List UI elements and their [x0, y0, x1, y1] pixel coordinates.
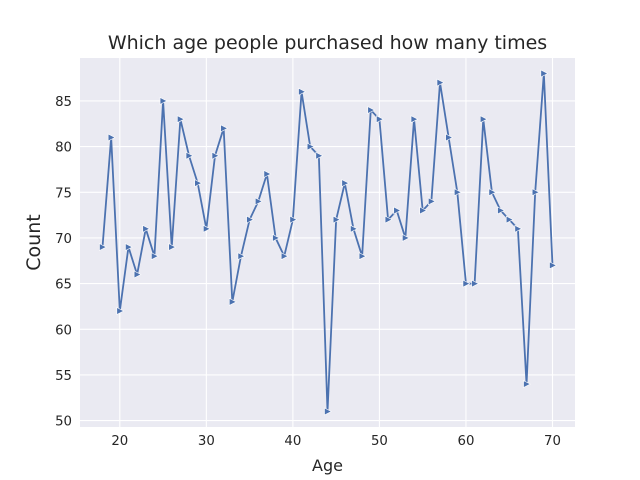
x-tick-label: 20	[111, 434, 128, 449]
x-tick-label: 30	[198, 434, 215, 449]
x-tick-label: 70	[544, 434, 561, 449]
data-point	[246, 215, 255, 224]
data-point	[185, 151, 194, 160]
y-tick-label: 55	[55, 369, 72, 384]
data-point	[203, 224, 211, 233]
data-point	[107, 133, 116, 142]
data-point	[428, 197, 436, 206]
data-point	[99, 243, 107, 252]
y-axis-label: Count	[23, 214, 45, 270]
data-point	[454, 188, 462, 197]
data-point	[306, 142, 315, 151]
x-tick-label: 50	[371, 434, 388, 449]
data-point	[531, 188, 540, 197]
data-point	[358, 252, 367, 261]
chart-title: Which age people purchased how many time…	[108, 32, 547, 54]
x-axis-label: Age	[312, 456, 343, 475]
data-point	[229, 297, 237, 306]
data-point	[237, 252, 246, 261]
data-point	[471, 279, 480, 288]
data-point	[479, 115, 488, 124]
data-point	[376, 115, 384, 124]
data-point	[402, 233, 410, 242]
y-tick-label: 85	[55, 95, 72, 110]
data-point	[341, 179, 350, 188]
data-point	[549, 261, 557, 270]
x-tick-label: 60	[458, 434, 475, 449]
series	[99, 69, 557, 416]
data-point	[168, 243, 177, 252]
data-point	[497, 206, 506, 215]
data-point	[125, 243, 133, 252]
data-point	[289, 215, 298, 224]
data-point	[393, 206, 402, 215]
y-tick-label: 60	[55, 323, 72, 338]
data-point	[410, 115, 419, 124]
data-point	[142, 224, 151, 233]
data-point	[367, 106, 376, 115]
data-point	[272, 233, 281, 242]
data-point	[211, 151, 220, 160]
data-point	[298, 87, 306, 96]
y-tick-label: 75	[55, 186, 72, 201]
data-point	[350, 224, 358, 233]
data-point	[194, 179, 203, 188]
data-point	[177, 115, 185, 124]
data-point	[332, 215, 341, 224]
data-point	[280, 252, 289, 261]
data-point	[462, 279, 471, 288]
y-tick-label: 65	[55, 278, 72, 293]
data-point	[540, 69, 549, 78]
data-point	[159, 96, 168, 105]
data-point	[116, 307, 125, 315]
data-point	[419, 206, 428, 215]
data-point	[384, 215, 393, 224]
data-point	[436, 78, 445, 87]
data-point	[151, 252, 159, 261]
data-point	[488, 188, 497, 197]
tick-labels: 20 30 40 50 60 70 50 55 60 65 70 75 80 85	[55, 95, 561, 449]
data-point	[505, 215, 514, 224]
data-point	[220, 124, 229, 133]
data-point	[523, 380, 531, 389]
data-point	[514, 224, 523, 233]
data-point	[315, 151, 324, 160]
data-point	[133, 270, 142, 279]
x-tick-label: 40	[284, 434, 301, 449]
data-point	[263, 170, 272, 178]
data-point	[445, 133, 454, 142]
y-tick-label: 80	[55, 141, 72, 156]
data-point	[324, 407, 332, 416]
gridlines	[80, 58, 575, 427]
data-point	[254, 197, 263, 206]
plot-area	[80, 58, 575, 427]
y-tick-label: 50	[55, 415, 72, 430]
y-tick-label: 70	[55, 232, 72, 247]
